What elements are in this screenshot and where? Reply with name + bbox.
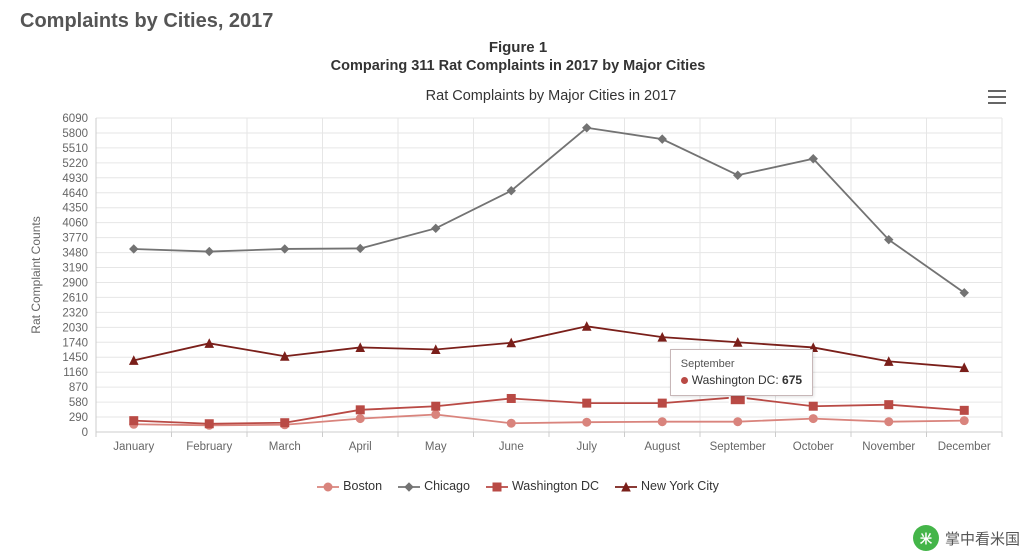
chart-container: 0 290 580 870 1160 1450 1740 2030 2320 2610 2900 31…: [20, 108, 1016, 473]
watermark: 米 掌中看米国: [913, 525, 1020, 551]
svg-text:2320: 2320: [62, 307, 88, 319]
figure-number: Figure 1: [20, 39, 1016, 56]
watermark-circle-icon: 米: [913, 525, 939, 551]
svg-text:1740: 1740: [62, 337, 88, 349]
legend-label: New York City: [641, 479, 719, 493]
svg-text:March: March: [269, 441, 301, 453]
svg-text:580: 580: [69, 397, 88, 409]
legend-item[interactable]: Chicago: [398, 479, 470, 493]
svg-text:6090: 6090: [62, 113, 88, 125]
svg-text:290: 290: [69, 412, 88, 424]
svg-text:3770: 3770: [62, 233, 88, 245]
svg-text:4350: 4350: [62, 203, 88, 215]
legend-item[interactable]: New York City: [615, 479, 719, 493]
legend-label: Washington DC: [512, 479, 599, 493]
svg-text:November: November: [862, 441, 915, 453]
svg-text:5800: 5800: [62, 128, 88, 140]
svg-text:April: April: [349, 441, 372, 453]
page-title: Complaints by Cities, 2017: [20, 10, 1016, 33]
svg-text:January: January: [113, 441, 154, 453]
svg-text:May: May: [425, 441, 447, 453]
svg-text:June: June: [499, 441, 524, 453]
svg-text:July: July: [577, 441, 598, 453]
svg-text:5220: 5220: [62, 158, 88, 170]
figure-subtitle: Comparing 311 Rat Complaints in 2017 by …: [20, 58, 1016, 74]
legend-item[interactable]: Washington DC: [486, 479, 599, 493]
svg-text:Rat Complaint Counts: Rat Complaint Counts: [29, 216, 43, 333]
svg-text:February: February: [186, 441, 232, 453]
svg-text:September: September: [710, 441, 766, 453]
svg-text:3190: 3190: [62, 263, 88, 275]
svg-text:2030: 2030: [62, 322, 88, 334]
svg-text:December: December: [938, 441, 991, 453]
svg-text:4060: 4060: [62, 218, 88, 230]
svg-text:1160: 1160: [63, 367, 88, 379]
svg-text:5510: 5510: [62, 143, 88, 155]
legend-label: Chicago: [424, 479, 470, 493]
watermark-text: 掌中看米国: [945, 528, 1020, 549]
svg-text:870: 870: [69, 382, 88, 394]
svg-text:October: October: [793, 441, 834, 453]
chart-title: Rat Complaints by Major Cities in 2017: [86, 88, 1016, 104]
svg-text:1450: 1450: [62, 352, 88, 364]
svg-text:2610: 2610: [62, 292, 88, 304]
chart-menu-icon[interactable]: [988, 90, 1006, 104]
legend-label: Boston: [343, 479, 382, 493]
line-chart: 0 290 580 870 1160 1450 1740 2030 2320 2610 2900 31…: [20, 108, 1016, 468]
svg-text:2900: 2900: [62, 277, 88, 289]
legend-item[interactable]: Boston: [317, 479, 382, 493]
svg-text:August: August: [644, 441, 681, 453]
svg-text:0: 0: [82, 427, 88, 439]
chart-legend: Boston Chicago Washington DC New York City: [20, 479, 1016, 493]
svg-text:4640: 4640: [62, 188, 88, 200]
svg-text:4930: 4930: [62, 173, 88, 185]
svg-text:3480: 3480: [62, 248, 88, 260]
